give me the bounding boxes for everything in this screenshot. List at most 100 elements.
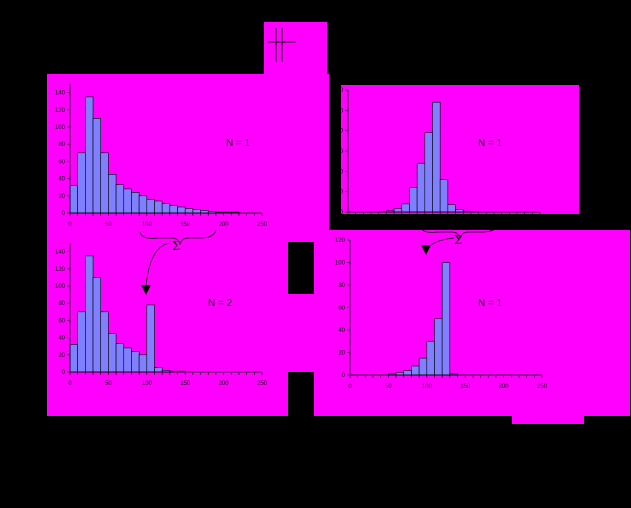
- y-tick-label: 40: [58, 336, 65, 342]
- panel-bg-bottom-right-tab: [512, 414, 584, 424]
- histogram-bar: [434, 318, 443, 376]
- histogram-bar: [393, 208, 403, 213]
- panel-label-bottom-left: N = 2: [208, 298, 233, 309]
- x-tick-label: 100: [422, 384, 433, 390]
- panel-bg-top-left-tab: [264, 22, 327, 76]
- y-tick-label: 0: [62, 211, 66, 217]
- histogram-bar: [161, 203, 171, 214]
- histogram-bar: [123, 188, 132, 214]
- y-tick-label: 120: [55, 267, 66, 273]
- y-tick-label: 80: [58, 301, 65, 307]
- histogram-bar: [123, 347, 132, 373]
- x-tick-label: 150: [458, 221, 469, 227]
- y-tick-label: 0: [340, 210, 344, 216]
- panel-label-top-left: N = 1: [226, 138, 251, 149]
- histogram-bar: [184, 208, 194, 214]
- x-tick-label: 150: [180, 222, 191, 228]
- histogram-bar: [85, 255, 94, 373]
- arrow-down-icon-left: [141, 285, 151, 295]
- x-tick-label: 200: [497, 221, 508, 227]
- histogram-bar: [418, 357, 428, 376]
- y-tick-label: 80: [58, 142, 65, 148]
- y-tick-label: 50: [336, 190, 343, 196]
- sigma-icon-right: Σ: [454, 233, 462, 247]
- y-tick-label: 100: [335, 261, 346, 267]
- panel-bg-bottom-left-strip: [288, 294, 314, 372]
- y-tick-label: 100: [55, 284, 66, 290]
- panel-bg-bottom-right: [314, 230, 630, 416]
- chart-bottom-right: 0 20 40 60 80 100 120 0 50 100 150 200 250: [335, 238, 548, 390]
- x-tick-label: 0: [346, 221, 350, 227]
- y-tick-label: 100: [333, 169, 344, 175]
- histogram-bar: [77, 311, 86, 373]
- histogram-bar: [146, 198, 155, 214]
- panel-label-bottom-right: N = 1: [478, 298, 503, 309]
- x-tick-label: 150: [460, 384, 471, 390]
- y-tick-label: 40: [58, 177, 65, 183]
- x-tick-label: 50: [383, 221, 390, 227]
- y-tick-label: 20: [58, 353, 65, 359]
- histogram-bar: [177, 206, 186, 214]
- y-tick-label: 140: [55, 250, 66, 256]
- sum-connector-left: [139, 229, 217, 287]
- x-tick-label: 50: [105, 222, 112, 228]
- histogram-bar: [69, 344, 78, 373]
- x-tick-label: 200: [219, 222, 230, 228]
- chart-bottom-left: 0 20 40 60 80 100 120 140 0 50 100 150 200 250: [55, 243, 268, 387]
- x-tick-label: 150: [180, 381, 191, 387]
- x-tick-label: 250: [535, 221, 546, 227]
- histogram-bar: [92, 118, 102, 214]
- histogram-bar: [401, 203, 410, 213]
- y-tick-label: 120: [55, 108, 66, 114]
- x-tick-label: 200: [499, 384, 510, 390]
- y-tick-label: 60: [58, 318, 65, 324]
- header-mark: [268, 28, 296, 62]
- histogram-bar: [138, 195, 148, 214]
- y-tick-label: 20: [58, 194, 65, 200]
- y-tick-label: 40: [338, 328, 345, 334]
- panel-label-top-right: N = 1: [478, 138, 503, 149]
- y-tick-label: 150: [333, 149, 344, 155]
- histogram-bar: [447, 204, 456, 213]
- histogram-bar: [154, 200, 163, 214]
- histogram-bar: [115, 184, 125, 214]
- x-tick-label: 250: [537, 384, 548, 390]
- histogram-bar: [403, 370, 412, 376]
- y-tick-label: 80: [338, 283, 345, 289]
- histogram-bar: [138, 354, 148, 373]
- histogram-bar: [409, 187, 418, 213]
- x-tick-label: 50: [385, 384, 392, 390]
- histogram-bar: [131, 192, 140, 214]
- x-tick-label: 100: [142, 222, 153, 228]
- histogram-bar: [411, 365, 420, 376]
- x-tick-label: 0: [68, 381, 72, 387]
- arrow-down-icon-right: [421, 245, 431, 255]
- histogram-bar: [108, 174, 117, 214]
- histogram-bar: [416, 162, 426, 213]
- histogram-bar: [426, 340, 435, 376]
- chart-top-left: 0 20 40 60 80 100 120 140 0 50 100 150 200 250: [55, 84, 268, 228]
- histogram-bar: [441, 262, 451, 376]
- y-tick-label: 300: [333, 88, 344, 94]
- x-tick-label: 0: [68, 222, 72, 228]
- x-tick-label: 0: [348, 384, 352, 390]
- histogram-bar: [100, 152, 109, 214]
- histogram-bar: [92, 277, 102, 373]
- histogram-bar: [146, 304, 155, 373]
- histogram-bar: [439, 179, 449, 213]
- histogram-bar: [69, 185, 78, 214]
- panel-bg-top-right: [341, 85, 579, 214]
- histogram-bar: [131, 351, 140, 373]
- histogram-bar: [77, 152, 86, 214]
- y-tick-label: 200: [333, 129, 344, 135]
- x-tick-label: 50: [105, 381, 112, 387]
- y-tick-label: 60: [58, 159, 65, 165]
- histogram-bar: [115, 343, 125, 373]
- y-tick-label: 250: [333, 108, 344, 114]
- y-tick-label: 60: [338, 306, 345, 312]
- histogram-bar: [169, 204, 178, 214]
- x-tick-label: 250: [257, 222, 268, 228]
- chart-top-right: 0 50 100 150 200 250 300 0 50 100 150 200 250: [333, 88, 546, 227]
- x-tick-label: 200: [219, 381, 230, 387]
